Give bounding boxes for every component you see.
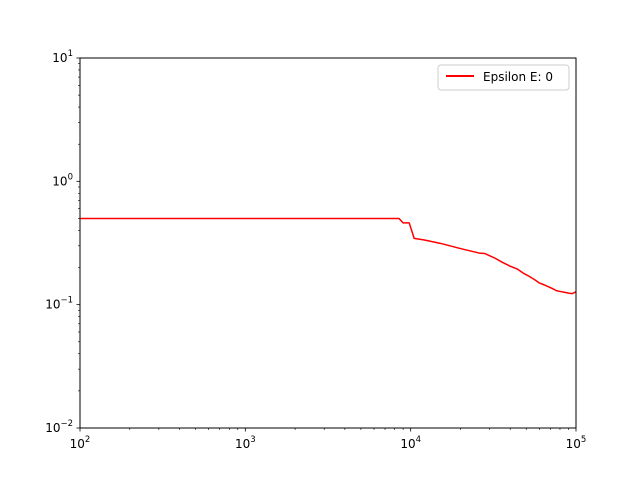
x-tick-label-exponent: 4 (416, 435, 421, 445)
y-tick-label: 100 (52, 172, 73, 188)
plot-frame (79, 57, 577, 429)
y-tick-label-exponent: −2 (60, 419, 73, 429)
y-tick-label: 101 (52, 49, 73, 65)
x-tick-label-base: 10 (566, 437, 581, 451)
y-tick-label-base: 10 (45, 298, 60, 312)
legend-entry-label: Epsilon E: 0 (483, 70, 553, 84)
x-axis-ticks: 102 103 104 105 (70, 428, 587, 451)
plot-area (80, 58, 576, 428)
y-tick-label-exponent: −1 (60, 296, 73, 306)
y-tick-label-base: 10 (52, 51, 67, 65)
x-tick-label-exponent: 2 (85, 435, 90, 445)
x-tick-label: 103 (235, 435, 256, 451)
x-tick-label-base: 10 (235, 437, 250, 451)
x-tick-label-base: 10 (70, 437, 85, 451)
y-tick-label: 10−1 (45, 296, 73, 312)
x-tick-label: 102 (70, 435, 91, 451)
x-tick-label: 105 (566, 435, 587, 451)
y-tick-label: 10−2 (45, 419, 73, 435)
x-tick-label-exponent: 3 (250, 435, 255, 445)
x-tick-label-exponent: 5 (581, 435, 586, 445)
y-tick-label-base: 10 (52, 174, 67, 188)
x-tick-label: 104 (400, 435, 421, 451)
series-line-0 (80, 217, 577, 295)
legend-box (437, 64, 570, 91)
legend: Epsilon E: 0 (437, 64, 570, 91)
y-tick-label-exponent: 1 (68, 49, 73, 59)
series-layer (80, 217, 577, 295)
y-tick-label-base: 10 (45, 421, 60, 435)
y-tick-label-exponent: 0 (68, 172, 73, 182)
x-tick-label-base: 10 (400, 437, 415, 451)
